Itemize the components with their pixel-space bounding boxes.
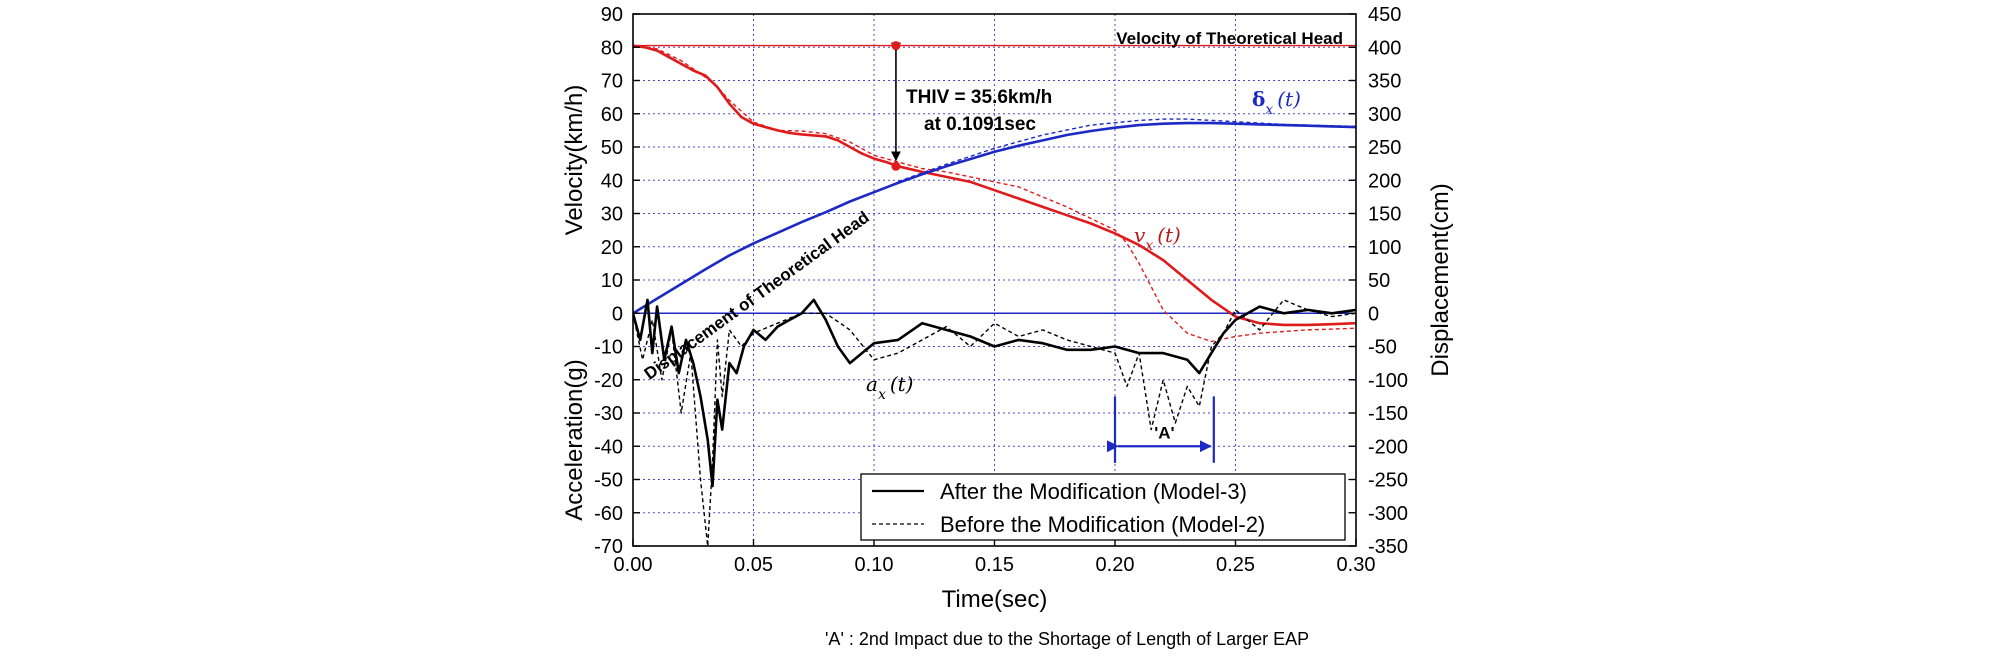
y-right-tick-label: 400 (1368, 37, 1401, 59)
legend: After the Modification (Model-3) Before … (860, 473, 1346, 541)
y-left-tick-label: 40 (601, 170, 623, 192)
x-tick-label: 0.20 (1096, 554, 1135, 576)
y-left-tick-label: 30 (601, 204, 623, 226)
y-left-tick-label: -60 (594, 503, 623, 525)
ticks-layer: 0.00 0.05 0.10 0.15 0.20 0.25 0.30 90 80 70 60 50 40… (594, 4, 1408, 576)
y-left-tick-label: 80 (601, 37, 623, 59)
y-left-tick-label: 20 (601, 237, 623, 259)
legend-label-model2: Before the Modification (Model-2) (940, 512, 1265, 537)
y-right-tick-label: 50 (1368, 270, 1390, 292)
y-right-tick-label: 250 (1368, 137, 1401, 159)
v-label-arg: (t) (1157, 223, 1181, 247)
y-right-tick-label: 350 (1368, 71, 1401, 93)
x-tick-label: 0.30 (1337, 554, 1376, 576)
x-tick-label: 0.00 (614, 554, 653, 576)
delta-label-main: δ (1252, 87, 1265, 111)
displacement-head-label: Displacement of Theoretical Head (641, 208, 873, 384)
y-left-tick-label: -30 (594, 403, 623, 425)
y-left-tick-label: 70 (601, 71, 623, 93)
grid-layer (633, 14, 1356, 546)
footnote: 'A' : 2nd Impact due to the Shortage of … (825, 629, 1309, 649)
x-axis-label: Time(sec) (942, 586, 1048, 613)
y-right-tick-label: -200 (1368, 436, 1408, 458)
thiv-annotation: THIV = 35.6km/h at 0.1091sec (890, 41, 1052, 171)
y-left-tick-label: -50 (594, 470, 623, 492)
thiv-text-line2: at 0.1091sec (924, 114, 1036, 135)
v-curve-label: vx (t) (1134, 223, 1181, 254)
y-left-tick-label: 10 (601, 270, 623, 292)
delta-curve-label: δx (t) (1252, 87, 1301, 118)
y-right-tick-label: 100 (1368, 237, 1401, 259)
a-label-arg: (t) (890, 372, 914, 396)
y-axis-label-acceleration: Acceleration(g) (561, 359, 588, 520)
delta-label-sub: x (1265, 102, 1273, 118)
y-axis-label-velocity: Velocity(km/h) (561, 85, 588, 236)
y-left-tick-label: -20 (594, 370, 623, 392)
legend-label-model3: After the Modification (Model-3) (940, 479, 1247, 504)
y-right-tick-label: -150 (1368, 403, 1408, 425)
y-left-tick-label: 60 (601, 104, 623, 126)
y-left-tick-label: -70 (594, 536, 623, 558)
a-curve-label: ax (t) (866, 372, 914, 403)
v-label-sub: x (1145, 238, 1153, 254)
y-right-tick-label: -350 (1368, 536, 1408, 558)
y-right-tick-label: -50 (1368, 337, 1397, 359)
series-axt-solid (633, 298, 1356, 488)
y-right-tick-label: 300 (1368, 104, 1401, 126)
x-tick-label: 0.10 (855, 554, 894, 576)
delta-label-arg: (t) (1277, 87, 1301, 111)
x-tick-label: 0.25 (1216, 554, 1255, 576)
a-label-main: a (866, 372, 878, 396)
y-left-tick-label: 50 (601, 137, 623, 159)
v-label-main: v (1134, 223, 1146, 247)
series-xt-solid (633, 121, 1356, 315)
y-left-tick-label: -10 (594, 337, 623, 359)
y-left-tick-label: 0 (612, 303, 623, 325)
y-right-tick-label: -250 (1368, 470, 1408, 492)
thiv-text-line1: THIV = 35.6km/h (906, 87, 1052, 108)
series-layer (633, 44, 1356, 546)
y-left-tick-label: -40 (594, 436, 623, 458)
y-right-tick-label: 150 (1368, 204, 1401, 226)
y-right-tick-label: 200 (1368, 170, 1401, 192)
thiv-marker-top (891, 41, 901, 51)
a-region-annotation: 'A' (1107, 396, 1215, 463)
y-right-tick-label: 0 (1368, 303, 1379, 325)
a-region-label: 'A' (1154, 423, 1174, 442)
x-tick-label: 0.05 (734, 554, 773, 576)
y-right-tick-label: -300 (1368, 503, 1408, 525)
legend-box (860, 473, 1346, 541)
x-tick-label: 0.15 (975, 554, 1014, 576)
y-right-tick-label: -100 (1368, 370, 1408, 392)
a-label-sub: x (878, 387, 886, 403)
y-left-tick-label: 90 (601, 4, 623, 26)
y-axis-label-displacement: Displacement(cm) (1427, 183, 1454, 376)
velocity-head-label: Velocity of Theoretical Head (1116, 29, 1343, 48)
thiv-marker-bottom (891, 161, 901, 171)
series-axt-dashed (633, 299, 1356, 546)
y-right-tick-label: 450 (1368, 4, 1401, 26)
